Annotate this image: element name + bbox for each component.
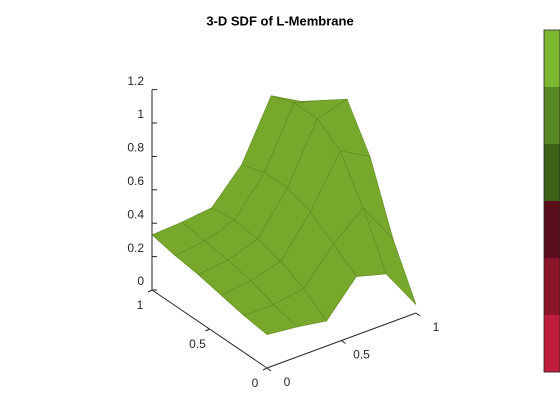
surface-patch [243, 304, 298, 335]
x-tick-label: 0.5 [353, 348, 370, 362]
colorbar-frame [543, 29, 560, 373]
y-tick-label: 0 [252, 376, 259, 390]
z-tick-label: 0.2 [127, 241, 144, 255]
chart-title: 3-D SDF of L-Membrane [206, 13, 353, 28]
x-tick-label: 1 [433, 320, 440, 334]
x-tick [266, 367, 272, 372]
colorbar-segment [544, 144, 560, 202]
x-tick [415, 312, 421, 317]
x-tick [341, 340, 346, 344]
colorbar-segment [544, 258, 560, 316]
z-tick-label: 1 [137, 107, 144, 121]
colorbar-segment [544, 201, 560, 259]
colorbar-segment [544, 30, 560, 88]
y-tick-label: 0.5 [189, 337, 206, 351]
x-tick-label: 0 [284, 375, 291, 389]
z-tick-label: 0.4 [127, 207, 144, 221]
y-tick [205, 328, 210, 332]
y-tick-label: 1 [137, 298, 144, 312]
z-tick-label: 1.2 [127, 74, 144, 88]
y-tick [262, 367, 268, 371]
colorbar-segment [544, 315, 560, 373]
z-tick-label: 0.6 [127, 174, 144, 188]
z-tick-label: 0.8 [127, 141, 144, 155]
y-tick [147, 289, 153, 293]
colorbar-segment [544, 87, 560, 145]
z-tick-label: 0 [137, 274, 144, 288]
